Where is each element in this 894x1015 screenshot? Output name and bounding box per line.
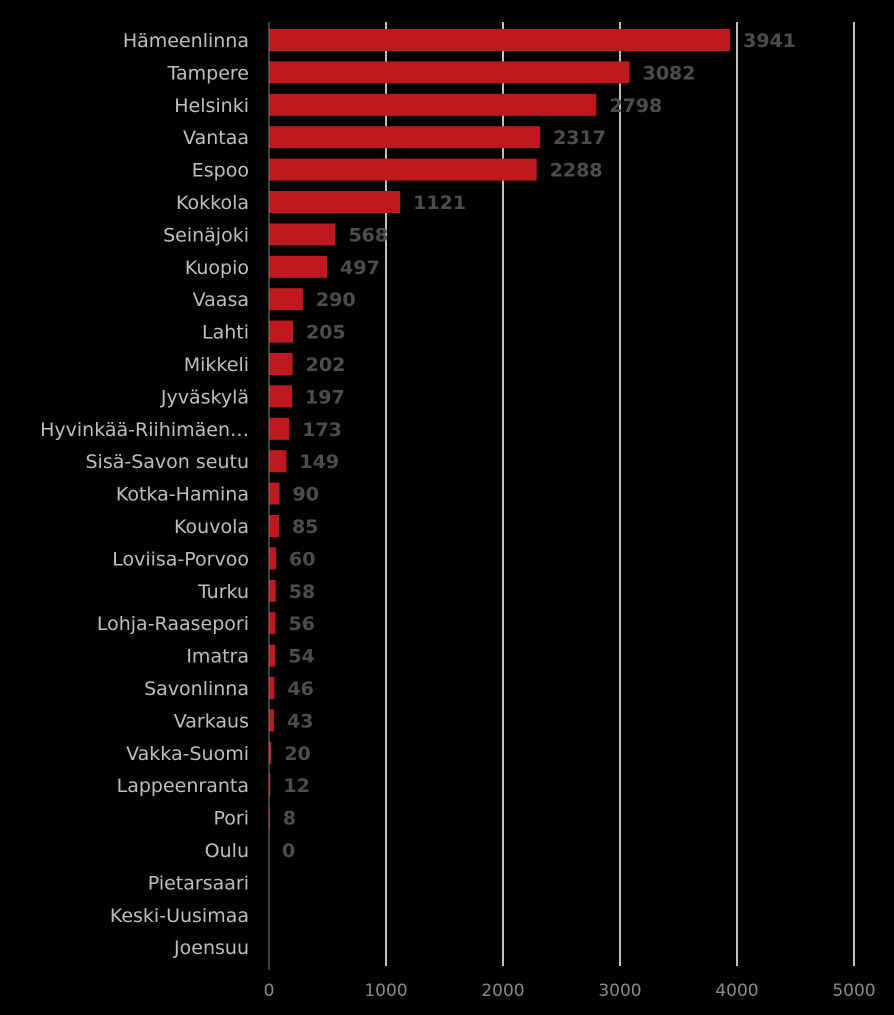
category-label: Kouvola [174, 516, 249, 538]
bar-14 [269, 482, 280, 505]
bar-15 [269, 515, 279, 537]
bar-17 [269, 579, 276, 602]
data-label: 1121 [413, 192, 466, 214]
data-label: 173 [302, 419, 342, 441]
category-label: Mikkeli [184, 354, 249, 376]
data-label: 290 [316, 289, 356, 311]
category-label: Hämeenlinna [123, 30, 249, 52]
data-label: 205 [306, 322, 346, 344]
labels: 0 1000 2000 3000 4000 5000 Hämeenlinna 3941 Tamp… [40, 30, 876, 1001]
bars [269, 29, 731, 829]
category-label: Helsinki [174, 95, 249, 117]
data-label: 8 [283, 808, 296, 830]
data-label: 85 [292, 516, 318, 538]
data-label: 202 [306, 354, 346, 376]
x-tick-label: 5000 [832, 981, 875, 1001]
category-label: Joensuu [173, 937, 249, 959]
bar-16 [269, 547, 277, 570]
data-label: 58 [289, 581, 315, 603]
category-label: Oulu [205, 840, 249, 862]
data-label: 497 [340, 257, 380, 279]
data-label: 12 [283, 775, 309, 797]
category-label: Hyvinkää-Riihimäen… [40, 419, 249, 441]
x-tick-label: 0 [264, 981, 275, 1001]
data-label: 60 [289, 548, 315, 570]
data-label: 54 [288, 646, 314, 668]
category-label: Jyväskylä [160, 386, 249, 408]
category-label: Kuopio [185, 257, 249, 279]
category-label: Keski-Uusimaa [110, 905, 249, 927]
bar-22 [269, 741, 272, 764]
category-label: Varkaus [174, 710, 249, 732]
bar-10 [269, 353, 293, 375]
bar-1 [269, 61, 630, 84]
category-label: Seinäjoki [163, 224, 249, 246]
bar-23 [269, 774, 271, 797]
bar-19 [269, 644, 276, 667]
category-label: Turku [197, 581, 249, 603]
category-label: Loviisa-Porvoo [112, 548, 249, 570]
bar-13 [269, 450, 287, 473]
category-label: Vakka-Suomi [126, 743, 249, 765]
category-label: Lahti [202, 322, 249, 344]
data-label: 3941 [743, 30, 796, 52]
bar-4 [269, 158, 537, 181]
category-label: Vantaa [183, 127, 249, 149]
data-label: 20 [284, 743, 310, 765]
category-label: Tampere [167, 62, 249, 84]
bar-2 [269, 93, 597, 116]
x-tick-label: 3000 [598, 981, 641, 1001]
x-tick-label: 2000 [481, 981, 524, 1001]
category-label: Imatra [186, 646, 249, 668]
data-label: 3082 [643, 62, 696, 84]
data-label: 2798 [609, 95, 662, 117]
x-tick-label: 4000 [715, 981, 758, 1001]
data-label: 43 [287, 710, 313, 732]
category-label: Sisä-Savon seutu [85, 451, 249, 473]
bar-8 [269, 288, 303, 311]
data-label: 46 [287, 678, 313, 700]
x-tick-label: 1000 [364, 981, 407, 1001]
data-label: 149 [299, 451, 339, 473]
bar-9 [269, 320, 293, 343]
bar-5 [269, 191, 401, 213]
bar-20 [269, 677, 275, 699]
bar-11 [269, 385, 293, 408]
bar-12 [269, 417, 290, 440]
category-label: Pietarsaari [148, 872, 249, 894]
category-label: Pori [214, 808, 250, 830]
bar-21 [269, 709, 275, 732]
category-label: Kotka-Hamina [116, 484, 249, 506]
bar-18 [269, 612, 276, 635]
bar-0 [269, 29, 731, 51]
data-label: 568 [348, 224, 388, 246]
bar-7 [269, 255, 328, 278]
category-label: Lappeenranta [117, 775, 249, 797]
data-label: 56 [289, 613, 315, 635]
bar-6 [269, 223, 336, 246]
data-label: 90 [293, 484, 319, 506]
category-label: Savonlinna [144, 678, 249, 700]
category-label: Vaasa [193, 289, 249, 311]
category-label: Espoo [192, 160, 249, 182]
category-label: Lohja-Raasepori [97, 613, 249, 635]
data-label: 0 [282, 840, 295, 862]
bar-3 [269, 126, 541, 149]
data-label: 197 [305, 386, 345, 408]
category-label: Kokkola [176, 192, 249, 214]
data-label: 2288 [550, 160, 603, 182]
data-label: 2317 [553, 127, 606, 149]
